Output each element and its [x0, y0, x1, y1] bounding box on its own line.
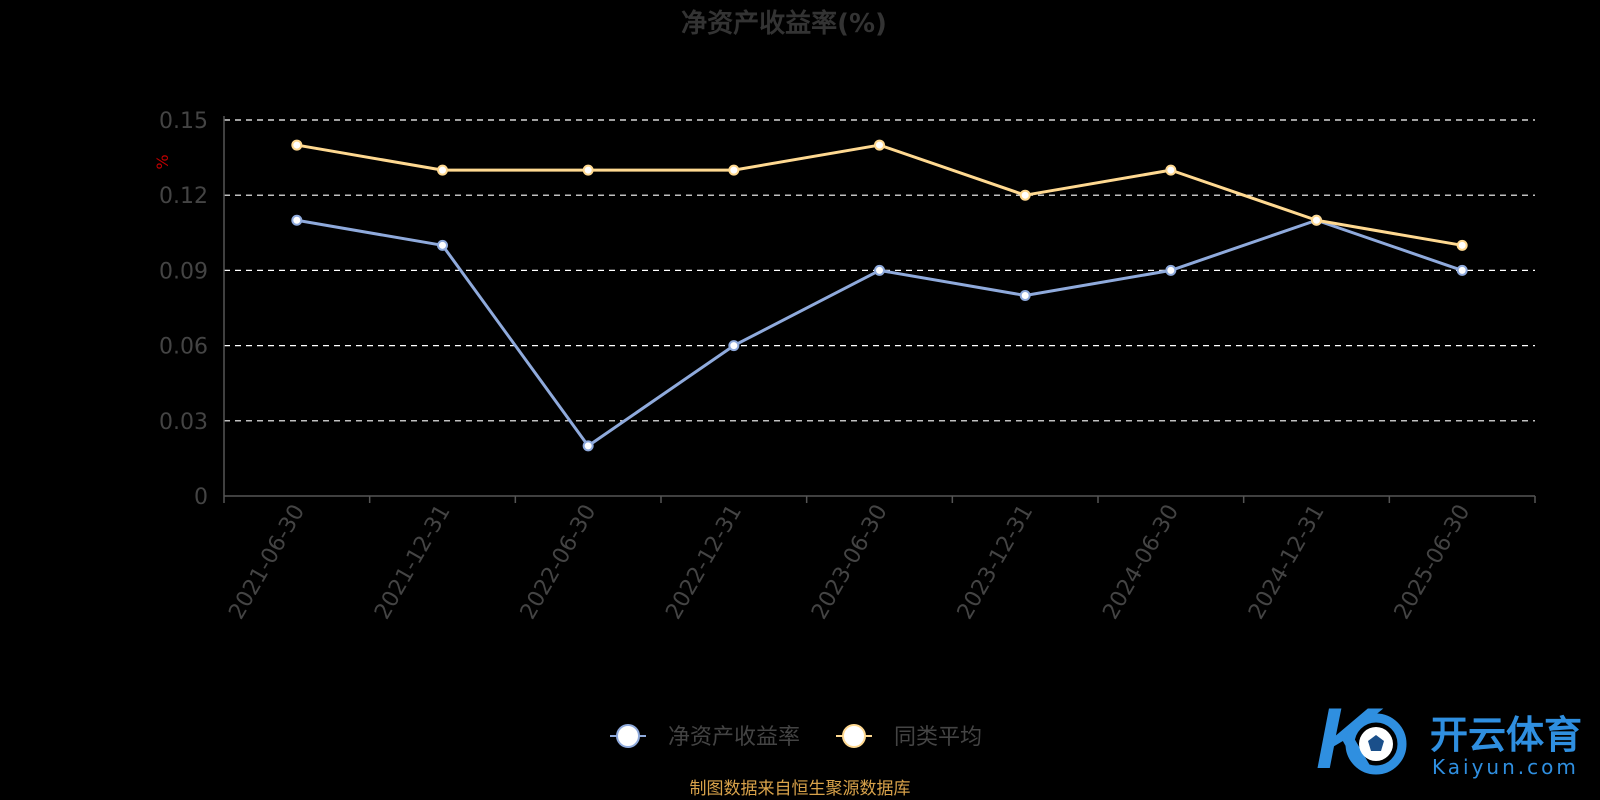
data-point[interactable] — [1165, 164, 1177, 176]
y-tick-label: 0.12 — [159, 184, 208, 209]
data-point[interactable] — [1456, 264, 1468, 276]
y-tick-label: 0.06 — [159, 335, 208, 360]
data-point[interactable] — [582, 440, 594, 452]
series-line-0 — [296, 218, 1463, 448]
series-layer — [291, 139, 1468, 452]
legend-marker-series-0 — [616, 724, 640, 748]
x-tick-label: 2023-06-30 — [807, 501, 893, 624]
x-tick-label: 2021-06-30 — [224, 501, 310, 624]
data-point[interactable] — [874, 139, 885, 151]
data-point[interactable] — [1165, 264, 1177, 276]
data-point[interactable] — [728, 164, 740, 176]
legend-label-series-1: 同类平均 — [894, 725, 982, 750]
y-tick-label: 0.15 — [159, 109, 208, 134]
legend-marker-series-1 — [842, 724, 866, 748]
data-point[interactable] — [437, 239, 448, 251]
x-tick-label: 2024-06-30 — [1098, 501, 1184, 624]
ko-football-logo-icon: K — [1316, 691, 1407, 787]
x-tick-labels: 2021-06-30 2021-12-31 2022-06-30 2022-12-31… — [224, 501, 1475, 624]
y-tick-label: 0.09 — [159, 259, 208, 284]
y-tick-label: 0 — [194, 485, 208, 510]
logo-text-en: Kaiyun.com — [1432, 755, 1579, 779]
data-point[interactable] — [1019, 189, 1031, 201]
y-axis-unit-label: % — [153, 154, 172, 169]
x-tick-label: 2022-12-31 — [661, 501, 747, 624]
data-point[interactable] — [1311, 214, 1322, 226]
series-1 — [291, 139, 1468, 251]
chart-title: 净资产收益率(%) — [681, 8, 887, 39]
y-tick-labels: 0 0.03 0.06 0.09 0.12 0.15 — [159, 109, 208, 510]
data-point[interactable] — [291, 214, 303, 226]
logo-text-cn: 开云体育 — [1430, 713, 1582, 757]
data-point[interactable] — [291, 139, 303, 151]
legend-item-series-0[interactable]: 净资产收益率 — [610, 724, 800, 750]
grid-lines — [224, 119, 1535, 422]
series-0 — [291, 214, 1468, 452]
legend: 净资产收益率 同类平均 — [610, 724, 982, 750]
data-point[interactable] — [728, 340, 740, 352]
x-tick-label: 2021-12-31 — [370, 501, 456, 624]
x-tick-label: 2025-06-30 — [1390, 501, 1476, 624]
axes — [223, 116, 1536, 503]
data-point[interactable] — [1019, 289, 1031, 301]
x-tick-label: 2022-06-30 — [516, 501, 602, 624]
legend-label-series-0: 净资产收益率 — [668, 725, 800, 750]
data-point[interactable] — [437, 164, 448, 176]
x-tick-label: 2023-12-31 — [953, 501, 1039, 624]
data-point[interactable] — [1456, 239, 1468, 251]
data-point[interactable] — [874, 264, 885, 276]
y-tick-label: 0.03 — [159, 410, 208, 435]
legend-item-series-1[interactable]: 同类平均 — [836, 724, 982, 750]
source-note: 制图数据来自恒生聚源数据库 — [690, 779, 911, 799]
data-point[interactable] — [582, 164, 594, 176]
x-tick-label: 2024-12-31 — [1244, 501, 1330, 624]
brand-logo: K 开云体育 Kaiyun.com — [1316, 691, 1582, 787]
